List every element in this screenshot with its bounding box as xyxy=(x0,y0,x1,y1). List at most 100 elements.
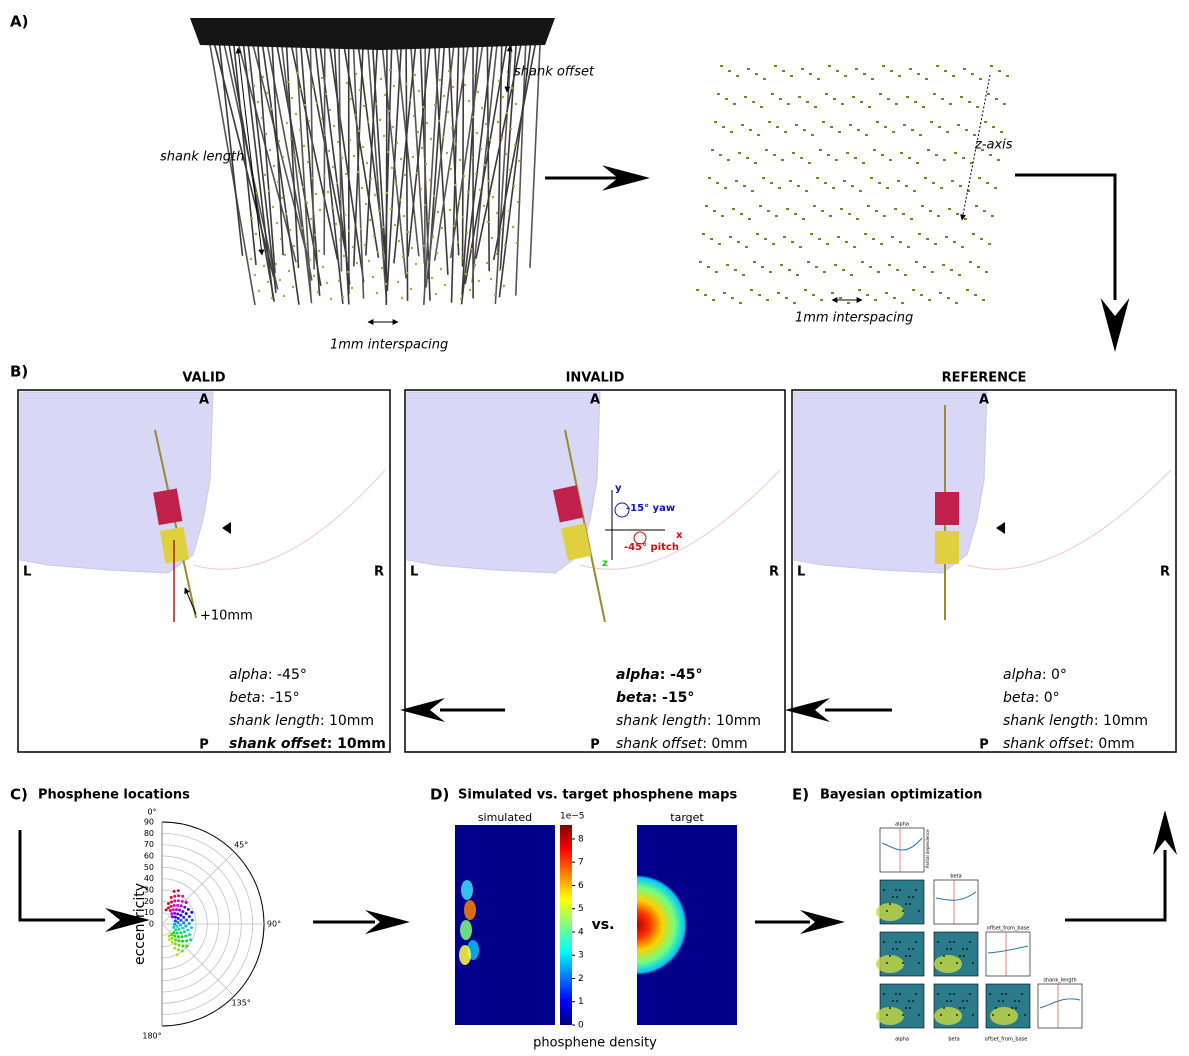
shank xyxy=(394,45,416,263)
annotation: 1mm interspacing xyxy=(330,338,448,353)
contact xyxy=(518,160,520,162)
contact xyxy=(990,65,993,67)
radial-tick-label: 0 xyxy=(149,920,154,929)
contact xyxy=(402,256,404,258)
phosphene xyxy=(168,935,171,938)
contact xyxy=(422,106,424,108)
contact xyxy=(848,213,851,215)
contact xyxy=(893,297,896,299)
contact xyxy=(744,96,747,98)
contact xyxy=(797,185,800,187)
contact xyxy=(731,297,734,299)
contact xyxy=(360,228,362,230)
contact xyxy=(399,199,401,201)
sample xyxy=(896,1000,898,1002)
contact xyxy=(517,201,519,203)
contact xyxy=(509,169,511,171)
contact xyxy=(976,106,979,108)
sample xyxy=(918,910,920,912)
contact xyxy=(760,106,763,108)
sample xyxy=(895,941,897,943)
contact xyxy=(795,124,798,126)
contact xyxy=(932,182,935,184)
contact xyxy=(327,191,329,193)
phosphene xyxy=(176,953,179,956)
parameter: shank length: 10mm xyxy=(229,713,374,729)
contact xyxy=(455,143,457,145)
phosphene xyxy=(181,927,184,930)
sample xyxy=(896,896,898,898)
panel-title: REFERENCE xyxy=(942,371,1027,386)
contact xyxy=(305,243,307,245)
contact xyxy=(900,152,903,154)
parameter-value: : -15° xyxy=(261,690,300,706)
contact xyxy=(704,294,707,296)
contact xyxy=(919,134,922,136)
sample xyxy=(972,962,974,964)
phosphene xyxy=(183,930,186,933)
contact xyxy=(931,271,934,273)
contact xyxy=(383,135,385,137)
phosphene xyxy=(167,902,170,905)
phosphene xyxy=(180,904,183,907)
contact xyxy=(277,181,279,183)
contact xyxy=(377,251,379,253)
sample xyxy=(886,962,888,964)
phosphene xyxy=(172,926,175,929)
sample xyxy=(940,962,942,964)
contact xyxy=(798,96,801,98)
map-title: simulated xyxy=(478,811,532,824)
brain-outline xyxy=(193,470,385,569)
phosphene xyxy=(174,942,177,945)
contact xyxy=(825,93,828,95)
sample xyxy=(915,941,917,943)
contact xyxy=(412,156,414,158)
phosphene xyxy=(180,935,183,938)
sample xyxy=(902,910,904,912)
contact xyxy=(303,145,305,147)
contact xyxy=(785,297,788,299)
contact xyxy=(736,75,739,77)
contact xyxy=(395,183,397,185)
contact xyxy=(962,157,965,159)
contact xyxy=(336,182,338,184)
contact xyxy=(345,173,347,175)
contact xyxy=(343,255,345,257)
contact xyxy=(887,98,890,100)
contact xyxy=(793,302,796,304)
sample xyxy=(899,941,901,943)
contact xyxy=(289,229,291,231)
contact xyxy=(486,262,488,264)
phosphene xyxy=(173,895,176,898)
contact xyxy=(916,162,919,164)
contact xyxy=(335,223,337,225)
phosphene xyxy=(169,909,172,912)
contact xyxy=(702,233,705,235)
sample xyxy=(915,993,917,995)
panel-label: B) xyxy=(10,363,28,381)
orientation: P xyxy=(590,738,600,753)
contact xyxy=(905,185,908,187)
contact xyxy=(280,238,282,240)
sample xyxy=(889,955,891,957)
contact xyxy=(503,285,505,287)
contact xyxy=(941,98,944,100)
contact xyxy=(923,266,926,268)
contact xyxy=(926,238,929,240)
contact xyxy=(370,178,372,180)
dependence-cell xyxy=(934,880,978,924)
contact xyxy=(263,265,265,267)
contact xyxy=(800,157,803,159)
contact xyxy=(376,292,378,294)
contact xyxy=(502,96,504,98)
contact xyxy=(914,101,917,103)
contact xyxy=(448,70,450,72)
contact xyxy=(994,187,997,189)
sample xyxy=(908,896,910,898)
contact xyxy=(957,124,960,126)
contact xyxy=(292,286,294,288)
phosphene xyxy=(185,944,188,947)
contact xyxy=(834,264,837,266)
contact xyxy=(739,302,742,304)
parameter: alpha: -45° xyxy=(616,667,702,683)
